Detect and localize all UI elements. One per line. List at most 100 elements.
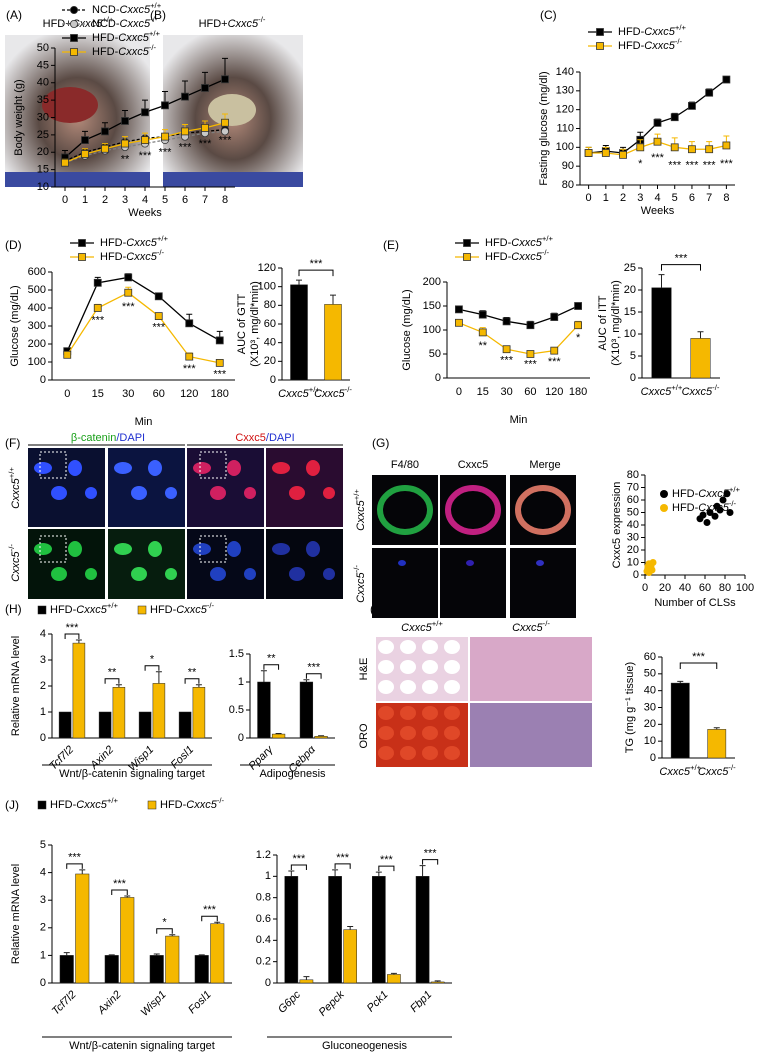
- marker: [502, 317, 511, 326]
- y-tick-label: 30: [627, 531, 639, 543]
- micrograph-detail: [227, 541, 241, 557]
- significance: ***: [219, 134, 233, 146]
- marker: [221, 75, 229, 84]
- x-tick-label: 5: [162, 194, 168, 206]
- micrograph-detail: [378, 746, 394, 760]
- legend-swatch: [137, 605, 147, 615]
- x-tick-label: 40: [679, 582, 691, 594]
- y-tick-label: 150: [423, 300, 441, 312]
- significance-bracket: [334, 863, 351, 869]
- marker: [722, 75, 731, 84]
- y-tick-label: 80: [562, 179, 574, 191]
- y-tick-label: 90: [562, 160, 574, 172]
- y-tick-label: 200: [423, 276, 441, 288]
- significance: ***: [424, 848, 438, 860]
- micrograph-detail: [323, 487, 335, 499]
- panel-label: (B): [150, 8, 166, 22]
- x-axis-label: Wnt/β-catenin signaling target: [69, 1040, 215, 1052]
- significance: *: [576, 332, 581, 344]
- marker: [584, 149, 593, 157]
- image-header: Cxxc5: [458, 459, 489, 471]
- significance: ***: [686, 160, 700, 172]
- stain: /DAPI: [116, 432, 145, 444]
- marker: [526, 321, 535, 330]
- x-axis-label: Gluconeogenesis: [322, 1040, 408, 1052]
- significance: ***: [692, 651, 706, 663]
- bar: [690, 338, 711, 379]
- y-tick-label: 1: [238, 676, 244, 688]
- y-tick-label: 4: [40, 867, 46, 879]
- y-tick-label: 0: [40, 374, 46, 386]
- legend-label: HFD-Cxxc5+/+: [92, 29, 160, 44]
- y-tick-label: 300: [28, 320, 46, 332]
- bar: [257, 681, 271, 739]
- micrograph-detail: [378, 660, 394, 674]
- y-tick-label: 30: [644, 701, 656, 713]
- marker: [478, 310, 487, 319]
- x-tick-label: Cxxc5+/+: [659, 763, 701, 778]
- legend-label: HFD-Cxxc5+/+: [618, 23, 686, 38]
- marker: [574, 302, 582, 310]
- y-tick-label: 0.6: [256, 913, 271, 925]
- panel-label: (J): [5, 798, 19, 812]
- y-tick-label: 40: [264, 337, 276, 349]
- error-bar: [697, 331, 704, 339]
- series-line: [66, 276, 221, 352]
- micrograph-detail: [466, 560, 474, 566]
- bar: [178, 711, 192, 739]
- y-tick-label: 20: [624, 284, 636, 296]
- x-tick-label: 0: [642, 582, 648, 594]
- significance: ***: [113, 878, 127, 890]
- y-tick-label: 110: [556, 122, 574, 134]
- y-tick-label: 0.5: [229, 704, 244, 716]
- error-bar: [260, 670, 267, 682]
- y-tick-label: 100: [28, 356, 46, 368]
- significance-bracket: [422, 859, 439, 865]
- y-tick-label: 1: [40, 949, 46, 961]
- micrograph-detail: [34, 543, 52, 555]
- x-tick-label: Cxxc5-/-: [314, 385, 352, 400]
- x-tick-label: 7: [706, 192, 712, 204]
- bar: [165, 935, 180, 984]
- stain: Cxxc5: [235, 432, 266, 444]
- significance-bracket: [201, 915, 218, 922]
- bar: [72, 642, 86, 739]
- significance-bracket: [298, 269, 334, 277]
- y-axis-label: AUC of GTT: [236, 293, 248, 354]
- micrograph: [187, 529, 264, 599]
- x-tick-label: 0: [586, 192, 592, 204]
- y-tick-label: 40: [37, 77, 49, 89]
- bar: [59, 955, 74, 984]
- micrograph-detail: [422, 680, 438, 694]
- x-tick-label: 0: [456, 386, 462, 398]
- y-tick-label: 60: [644, 651, 656, 663]
- marker: [670, 143, 679, 152]
- y-tick-label: 10: [627, 556, 639, 568]
- row-label: Cxxc5-/-: [7, 544, 22, 582]
- bar: [192, 687, 206, 739]
- x-axis-label: Wnt/β-catenin signaling target: [59, 768, 205, 780]
- x-tick-label: G6pc: [276, 988, 303, 1015]
- legend-swatch: [78, 239, 86, 247]
- significance: ***: [68, 852, 82, 864]
- significance-bracket: [679, 662, 718, 669]
- significance: ***: [203, 904, 217, 916]
- micrograph: [266, 529, 343, 599]
- point: [719, 496, 727, 504]
- x-tick-label: 60: [524, 386, 536, 398]
- y-tick-label: 0: [40, 732, 46, 744]
- panel-label: (E): [383, 238, 399, 252]
- significance-bracket: [378, 865, 395, 872]
- y-tick-label: 40: [627, 519, 639, 531]
- x-tick-label: 1: [603, 192, 609, 204]
- micrographs: [5, 35, 592, 767]
- x-tick-label: Cxxc5-/-: [682, 383, 720, 398]
- marker: [185, 319, 194, 328]
- marker: [101, 144, 109, 153]
- legend-swatch: [70, 19, 79, 28]
- micrograph-detail: [422, 706, 438, 720]
- y-tick-label: 0.8: [256, 892, 271, 904]
- micrograph-detail: [422, 660, 438, 674]
- x-tick-label: Fbp1: [408, 989, 434, 1015]
- bar: [75, 873, 90, 984]
